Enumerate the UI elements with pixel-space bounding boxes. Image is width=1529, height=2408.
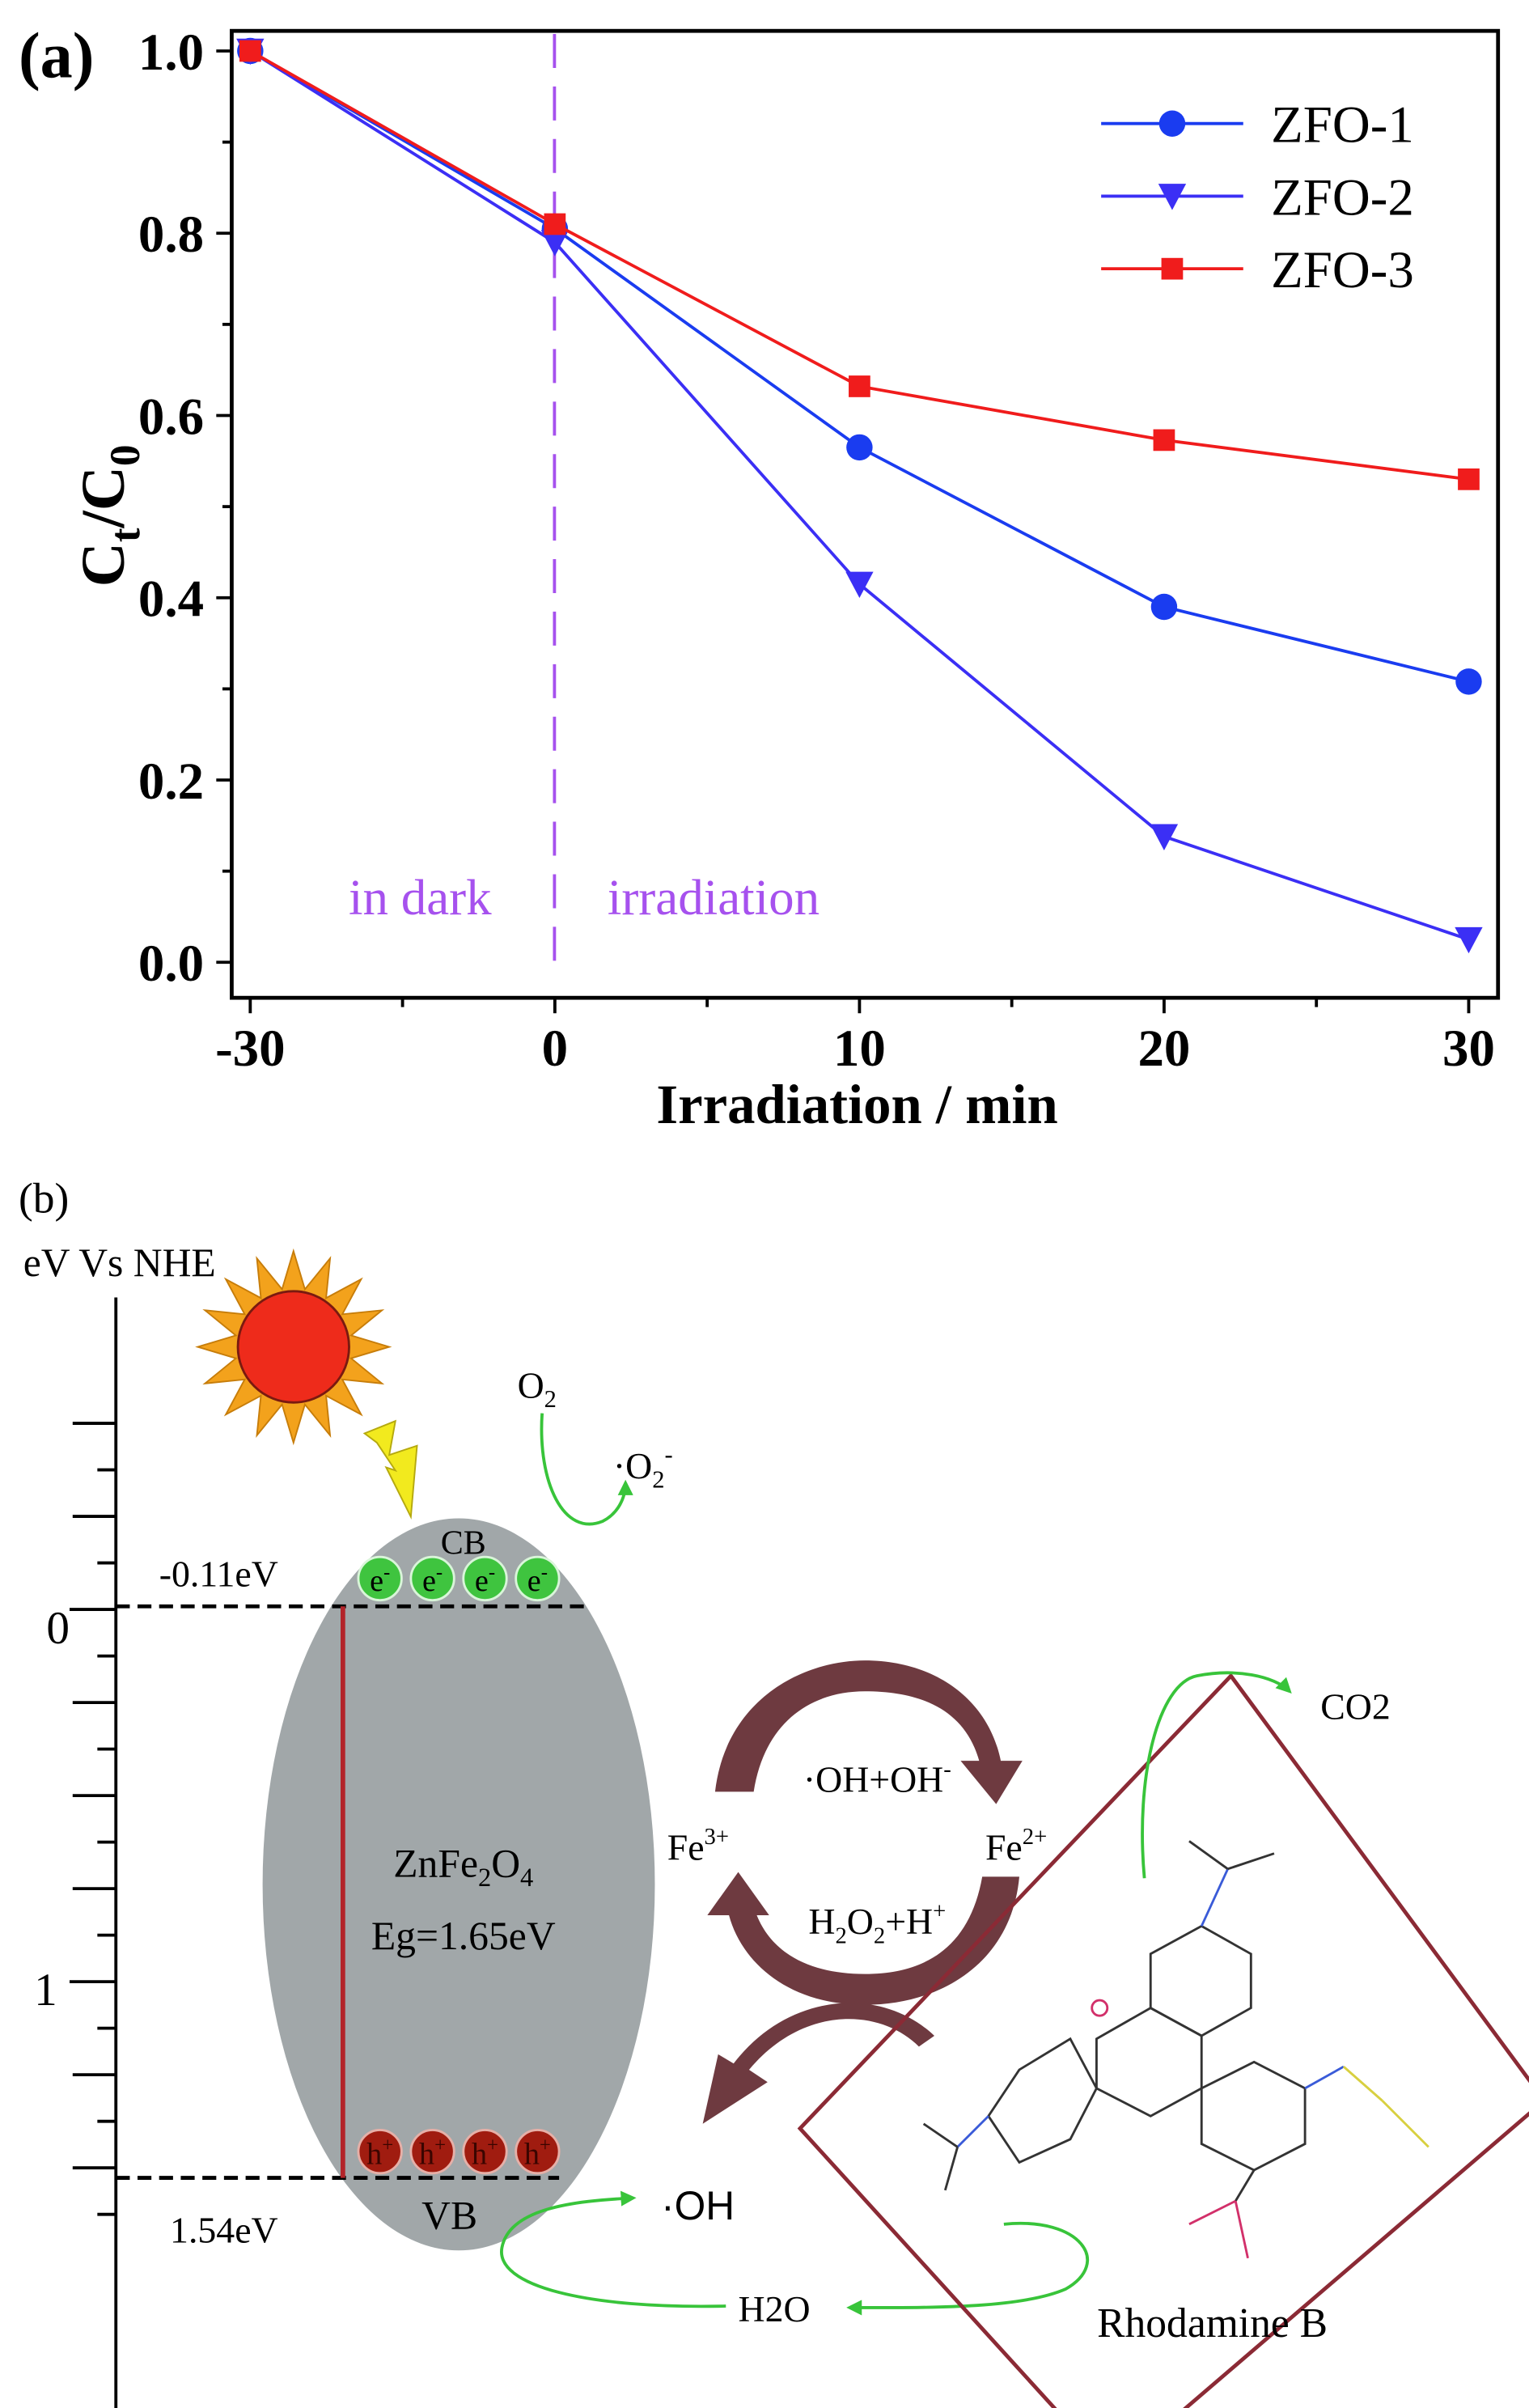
fe2-label: Fe2+ bbox=[985, 1824, 1047, 1867]
co2-label: CO2 bbox=[1320, 1686, 1391, 1728]
data-point bbox=[540, 230, 570, 256]
x-tick-label: -30 bbox=[215, 1020, 286, 1078]
fe-cycle-arrows bbox=[702, 1660, 1023, 2124]
vb-label: VB bbox=[421, 2194, 477, 2238]
electron-label: e- bbox=[422, 1562, 443, 1598]
rhodamine-b-structure bbox=[922, 1840, 1429, 2259]
x-tick-label: 10 bbox=[833, 1020, 886, 1078]
data-point bbox=[845, 571, 874, 599]
dye-label: Rhodamine B bbox=[1097, 2300, 1328, 2347]
panel-a-label: (a) bbox=[19, 20, 94, 91]
rhodamine-b-frame bbox=[797, 1672, 1529, 2408]
cb-energy-label: -0.11eV bbox=[159, 1553, 278, 1594]
data-point bbox=[1150, 593, 1178, 621]
energy-axis-title: eV Vs NHE bbox=[23, 1240, 216, 1285]
sun-icon bbox=[195, 1248, 392, 1446]
x-axis-label: Irradiation / min bbox=[656, 1074, 1057, 1135]
series-ZFO-3 bbox=[239, 40, 1480, 490]
mechanism-diagram-panel-b: (b) eV Vs NHE 0 1 O2 ·O2- -0.11eV 1.54eV… bbox=[19, 1173, 1529, 2408]
electron-label: e- bbox=[370, 1562, 390, 1598]
y-tick-label: 1.0 bbox=[138, 23, 204, 82]
legend-label: ZFO-1 bbox=[1271, 96, 1414, 155]
hole-label: h+ bbox=[366, 2135, 393, 2171]
data-point bbox=[1153, 429, 1175, 451]
mineralization-arrow bbox=[1141, 1671, 1292, 1879]
data-point bbox=[239, 40, 261, 62]
electron bbox=[357, 1555, 403, 1602]
plot-frame bbox=[230, 28, 1501, 1000]
panel-b-label: (b) bbox=[19, 1173, 69, 1222]
y-tick-label: 0.8 bbox=[138, 206, 204, 264]
oxygen-label: O2 bbox=[518, 1365, 557, 1413]
x-tick-label: 20 bbox=[1137, 1020, 1190, 1078]
znfe2o4-particle bbox=[262, 1518, 655, 2251]
electron bbox=[462, 1555, 508, 1602]
legend-label: ZFO-2 bbox=[1271, 168, 1414, 227]
lightning-icon bbox=[362, 1419, 418, 1520]
cycle-bottom-label: H2O2+H+ bbox=[808, 1898, 946, 1949]
legend-marker bbox=[1161, 257, 1184, 280]
y-tick-label: 0.0 bbox=[138, 935, 204, 993]
legend: ZFO-1 ZFO-2 ZFO-3 bbox=[1101, 96, 1414, 299]
y-tick-label: 0.4 bbox=[138, 570, 204, 629]
y-axis: 0.0 0.2 0.4 0.6 0.8 1.0 bbox=[138, 23, 232, 993]
hole bbox=[357, 2128, 403, 2175]
cycle-top-label: ·OH+OH- bbox=[803, 1756, 951, 1800]
legend-label: ZFO-3 bbox=[1271, 241, 1414, 299]
electron bbox=[409, 1555, 455, 1602]
y-axis-label: Ct/C0 bbox=[69, 444, 149, 587]
x-axis: -30 0 10 20 30 bbox=[215, 998, 1495, 1078]
chart-panel-a: (a) 0.0 0.2 0.4 0.6 0.8 1.0 -30 0 10 20 30 in dar… bbox=[19, 20, 1501, 1135]
superoxide-label: ·O2- bbox=[613, 1441, 673, 1494]
electron-label: e- bbox=[527, 1562, 548, 1598]
data-point bbox=[1150, 824, 1179, 851]
material-label: ZnFe2O4 bbox=[393, 1841, 533, 1892]
hole bbox=[409, 2128, 455, 2175]
data-point bbox=[849, 375, 870, 397]
charge-carriers: e-h+ e-h+ e-h+ e-h+ bbox=[357, 1555, 561, 2175]
data-point bbox=[1455, 926, 1483, 954]
water-label: H2O bbox=[739, 2288, 811, 2330]
band-gap-label: Eg=1.65eV bbox=[371, 1914, 556, 1958]
series-layer bbox=[236, 37, 1483, 954]
energy-tick-0: 0 bbox=[46, 1603, 70, 1654]
electron-label: e- bbox=[475, 1562, 495, 1598]
x-tick-label: 0 bbox=[542, 1020, 568, 1078]
legend-marker bbox=[1158, 110, 1186, 137]
energy-tick-1: 1 bbox=[34, 1965, 57, 2016]
data-point bbox=[1455, 668, 1482, 695]
data-point bbox=[544, 213, 566, 235]
hole bbox=[462, 2128, 508, 2175]
o2-reduction-arrow bbox=[540, 1413, 633, 1526]
fe3-label: Fe3+ bbox=[667, 1824, 729, 1867]
electron bbox=[515, 1555, 561, 1602]
cb-label: CB bbox=[441, 1524, 486, 1562]
hole bbox=[515, 2128, 561, 2175]
legend-marker bbox=[1158, 184, 1187, 210]
y-tick-label: 0.6 bbox=[138, 388, 204, 446]
annotation-irradiation: irradiation bbox=[608, 869, 820, 926]
hole-label: h+ bbox=[472, 2135, 498, 2171]
annotation-in-dark: in dark bbox=[349, 869, 492, 926]
vb-energy-label: 1.54eV bbox=[170, 2210, 278, 2251]
hydroxyl-radical-label: ·OH bbox=[661, 2183, 735, 2228]
data-point bbox=[1458, 468, 1480, 490]
hole-label: h+ bbox=[419, 2135, 446, 2171]
data-point bbox=[846, 434, 873, 461]
water-to-oh-arrow bbox=[500, 2190, 726, 2308]
x-tick-label: 30 bbox=[1442, 1020, 1495, 1078]
y-tick-label: 0.2 bbox=[138, 752, 204, 811]
hole-label: h+ bbox=[524, 2135, 551, 2171]
energy-axis-ticks bbox=[69, 1422, 116, 2216]
dye-to-water-arrow bbox=[846, 2221, 1090, 2316]
